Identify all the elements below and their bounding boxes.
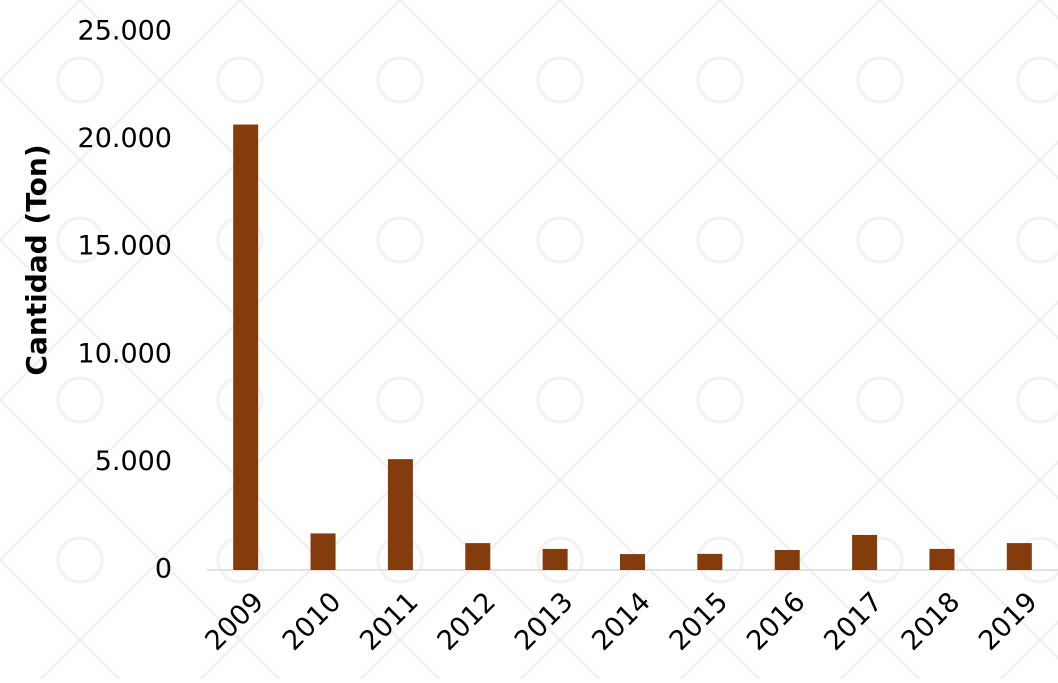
y-tick-label: 25.000: [78, 16, 172, 47]
y-tick-label: 0: [155, 554, 172, 585]
bar: [697, 553, 723, 570]
bar: [929, 548, 955, 570]
y-tick-label: 10.000: [78, 338, 172, 369]
bar: [774, 549, 800, 570]
bar: [233, 124, 259, 570]
bar: [465, 543, 491, 570]
bar: [620, 554, 645, 570]
y-tick-label: 5.000: [95, 446, 172, 477]
bar: [1006, 543, 1032, 570]
y-tick-label: 15.000: [78, 231, 172, 262]
bar: [310, 533, 336, 570]
y-tick-label: 20.000: [78, 123, 172, 154]
y-axis-label: Cantidad (Ton): [20, 144, 53, 375]
bar: [542, 548, 568, 570]
bar: [852, 534, 878, 570]
bar: [387, 459, 413, 570]
